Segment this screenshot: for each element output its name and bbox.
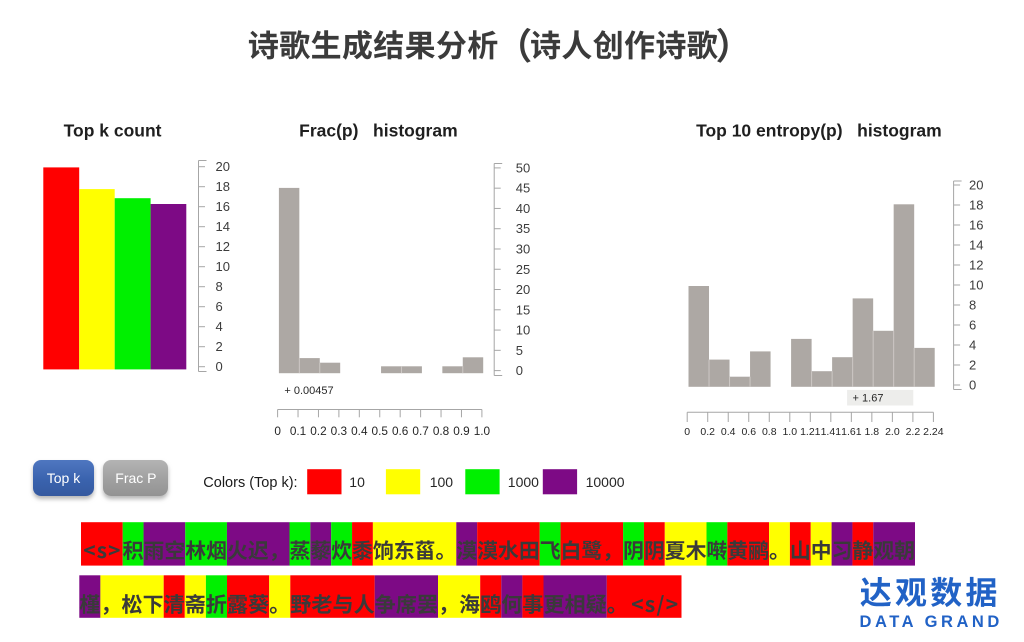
svg-text:Colors (Top k):: Colors (Top k): bbox=[203, 475, 297, 491]
svg-text:0.7: 0.7 bbox=[412, 424, 428, 438]
svg-text:10: 10 bbox=[516, 323, 530, 338]
svg-text:0.1: 0.1 bbox=[290, 424, 306, 438]
svg-text:12: 12 bbox=[216, 239, 230, 254]
svg-text:0: 0 bbox=[969, 378, 976, 393]
svg-text:5: 5 bbox=[516, 343, 523, 358]
svg-text:0: 0 bbox=[516, 363, 523, 378]
svg-text:18: 18 bbox=[216, 179, 230, 194]
svg-text:30: 30 bbox=[516, 241, 530, 256]
svg-text:+ 0.00457: + 0.00457 bbox=[284, 385, 333, 397]
svg-text:1.8: 1.8 bbox=[865, 426, 880, 438]
svg-text:1.41: 1.41 bbox=[821, 426, 842, 438]
svg-text:Frac(p) histogram: Frac(p) histogram bbox=[299, 121, 458, 141]
svg-text:0.3: 0.3 bbox=[331, 424, 348, 438]
svg-text:1.0: 1.0 bbox=[474, 424, 491, 438]
svg-text:Top k count: Top k count bbox=[64, 121, 162, 141]
svg-text:0.4: 0.4 bbox=[351, 424, 368, 438]
svg-text:8: 8 bbox=[969, 298, 976, 313]
svg-text:20: 20 bbox=[969, 178, 983, 193]
svg-text:10: 10 bbox=[349, 474, 365, 490]
svg-text:2: 2 bbox=[216, 339, 223, 354]
svg-text:45: 45 bbox=[516, 181, 530, 196]
svg-text:6: 6 bbox=[216, 299, 223, 314]
svg-text:DATA GRAND: DATA GRAND bbox=[860, 613, 1003, 631]
svg-text:16: 16 bbox=[216, 199, 230, 214]
svg-text:2.0: 2.0 bbox=[885, 426, 900, 438]
svg-text:4: 4 bbox=[969, 338, 976, 353]
svg-text:0: 0 bbox=[684, 426, 690, 438]
svg-text:50: 50 bbox=[516, 160, 530, 175]
svg-text:0.4: 0.4 bbox=[721, 426, 736, 438]
svg-text:0.8: 0.8 bbox=[762, 426, 777, 438]
svg-text:Top 10 entropy(p) histogram: Top 10 entropy(p) histogram bbox=[696, 121, 942, 141]
svg-text:35: 35 bbox=[516, 221, 530, 236]
svg-text:0: 0 bbox=[216, 359, 223, 374]
svg-text:15: 15 bbox=[516, 302, 530, 317]
svg-text:10: 10 bbox=[969, 278, 983, 293]
svg-text:20: 20 bbox=[516, 282, 530, 297]
svg-text:10: 10 bbox=[216, 259, 230, 274]
svg-text:12: 12 bbox=[969, 258, 983, 273]
svg-text:100: 100 bbox=[430, 474, 454, 490]
svg-text:0.2: 0.2 bbox=[700, 426, 715, 438]
svg-text:1.0: 1.0 bbox=[782, 426, 797, 438]
svg-text:40: 40 bbox=[516, 201, 530, 216]
svg-text:2.24: 2.24 bbox=[923, 426, 944, 438]
svg-text:16: 16 bbox=[969, 218, 983, 233]
svg-text:1000: 1000 bbox=[508, 474, 539, 490]
svg-text:1.61: 1.61 bbox=[841, 426, 862, 438]
svg-text:1.21: 1.21 bbox=[800, 426, 821, 438]
svg-text:0.6: 0.6 bbox=[741, 426, 756, 438]
svg-text:2: 2 bbox=[969, 358, 976, 373]
svg-text:14: 14 bbox=[969, 238, 983, 253]
svg-text:+ 1.67: + 1.67 bbox=[853, 393, 884, 405]
svg-text:8: 8 bbox=[216, 279, 223, 294]
svg-text:14: 14 bbox=[216, 219, 230, 234]
svg-text:0.8: 0.8 bbox=[433, 424, 450, 438]
svg-text:0.2: 0.2 bbox=[310, 424, 326, 438]
svg-text:10000: 10000 bbox=[586, 474, 625, 490]
svg-text:0.5: 0.5 bbox=[372, 424, 389, 438]
svg-text:0.9: 0.9 bbox=[453, 424, 469, 438]
svg-text:20: 20 bbox=[216, 159, 230, 174]
svg-text:2.2: 2.2 bbox=[906, 426, 921, 438]
svg-text:4: 4 bbox=[216, 319, 223, 334]
svg-text:18: 18 bbox=[969, 198, 983, 213]
svg-text:25: 25 bbox=[516, 262, 530, 277]
svg-text:6: 6 bbox=[969, 318, 976, 333]
svg-text:0: 0 bbox=[274, 424, 281, 438]
svg-text:0.6: 0.6 bbox=[392, 424, 409, 438]
